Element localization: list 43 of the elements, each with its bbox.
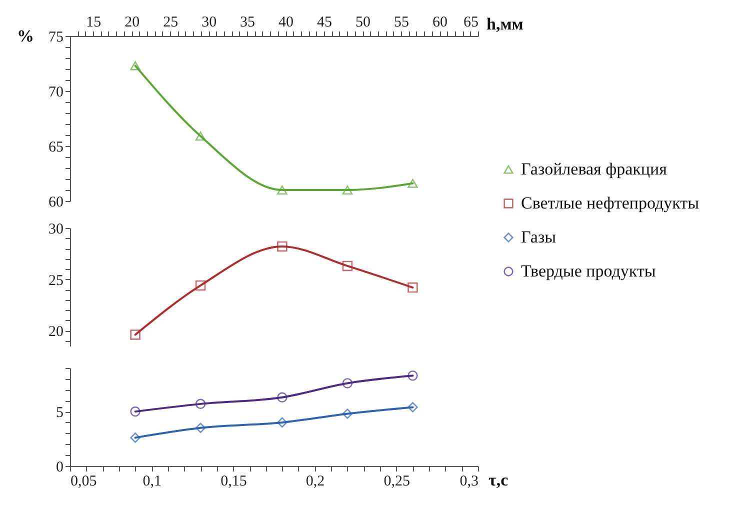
y-tick-label: 30 <box>48 222 64 238</box>
point <box>342 260 353 272</box>
y-tick-label: 65 <box>48 140 64 156</box>
y-tick-label: 75 <box>48 30 64 46</box>
x2-tick-label: 60 <box>432 14 448 30</box>
x2-tick-label: 65 <box>464 14 478 30</box>
point <box>277 241 288 252</box>
y-axis-title: % <box>17 26 34 46</box>
legend-label: Светлые нефтепродукты <box>521 194 700 212</box>
x-tick-label: 0,05 <box>70 474 97 490</box>
x-tick-label: 0,1 <box>142 474 162 490</box>
x-tick-label: 0,15 <box>220 474 247 490</box>
x2-tick-label: 15 <box>86 14 102 30</box>
y-tick-label: 70 <box>48 84 64 100</box>
y-tick-label: 25 <box>48 272 64 289</box>
x2-axis-title: h,мм <box>486 14 524 34</box>
legend-label: Твердые продукты <box>521 262 656 280</box>
x-axis-title: τ,c <box>488 470 509 490</box>
x-tick-label: 0,25 <box>384 474 410 490</box>
y-tick-label: 0 <box>56 460 64 476</box>
x2-tick-label: 40 <box>278 14 294 30</box>
y-tick-label: 60 <box>48 194 64 210</box>
legend-label: Газы <box>521 228 557 246</box>
x-tick-label: 0,3 <box>460 474 478 490</box>
x2-tick-label: 25 <box>163 14 178 30</box>
y-tick-label: 5 <box>56 405 64 422</box>
x2-tick-label: 35 <box>240 14 256 30</box>
point <box>342 185 353 195</box>
point <box>408 178 418 188</box>
point <box>408 282 418 293</box>
point <box>195 132 206 141</box>
x2-tick-label: 45 <box>317 14 332 30</box>
x2-tick-label: 20 <box>124 14 140 30</box>
point <box>195 280 206 291</box>
point <box>277 185 288 195</box>
legend-label: Газойлевая фракция <box>521 160 668 178</box>
x2-tick-label: 50 <box>356 14 371 30</box>
y-tick-label: 20 <box>48 324 64 340</box>
x2-tick-label: 30 <box>202 14 217 30</box>
point <box>130 330 140 340</box>
point <box>130 61 140 70</box>
x-tick-label: 0,2 <box>306 474 325 490</box>
x2-tick-label: 55 <box>394 14 410 30</box>
